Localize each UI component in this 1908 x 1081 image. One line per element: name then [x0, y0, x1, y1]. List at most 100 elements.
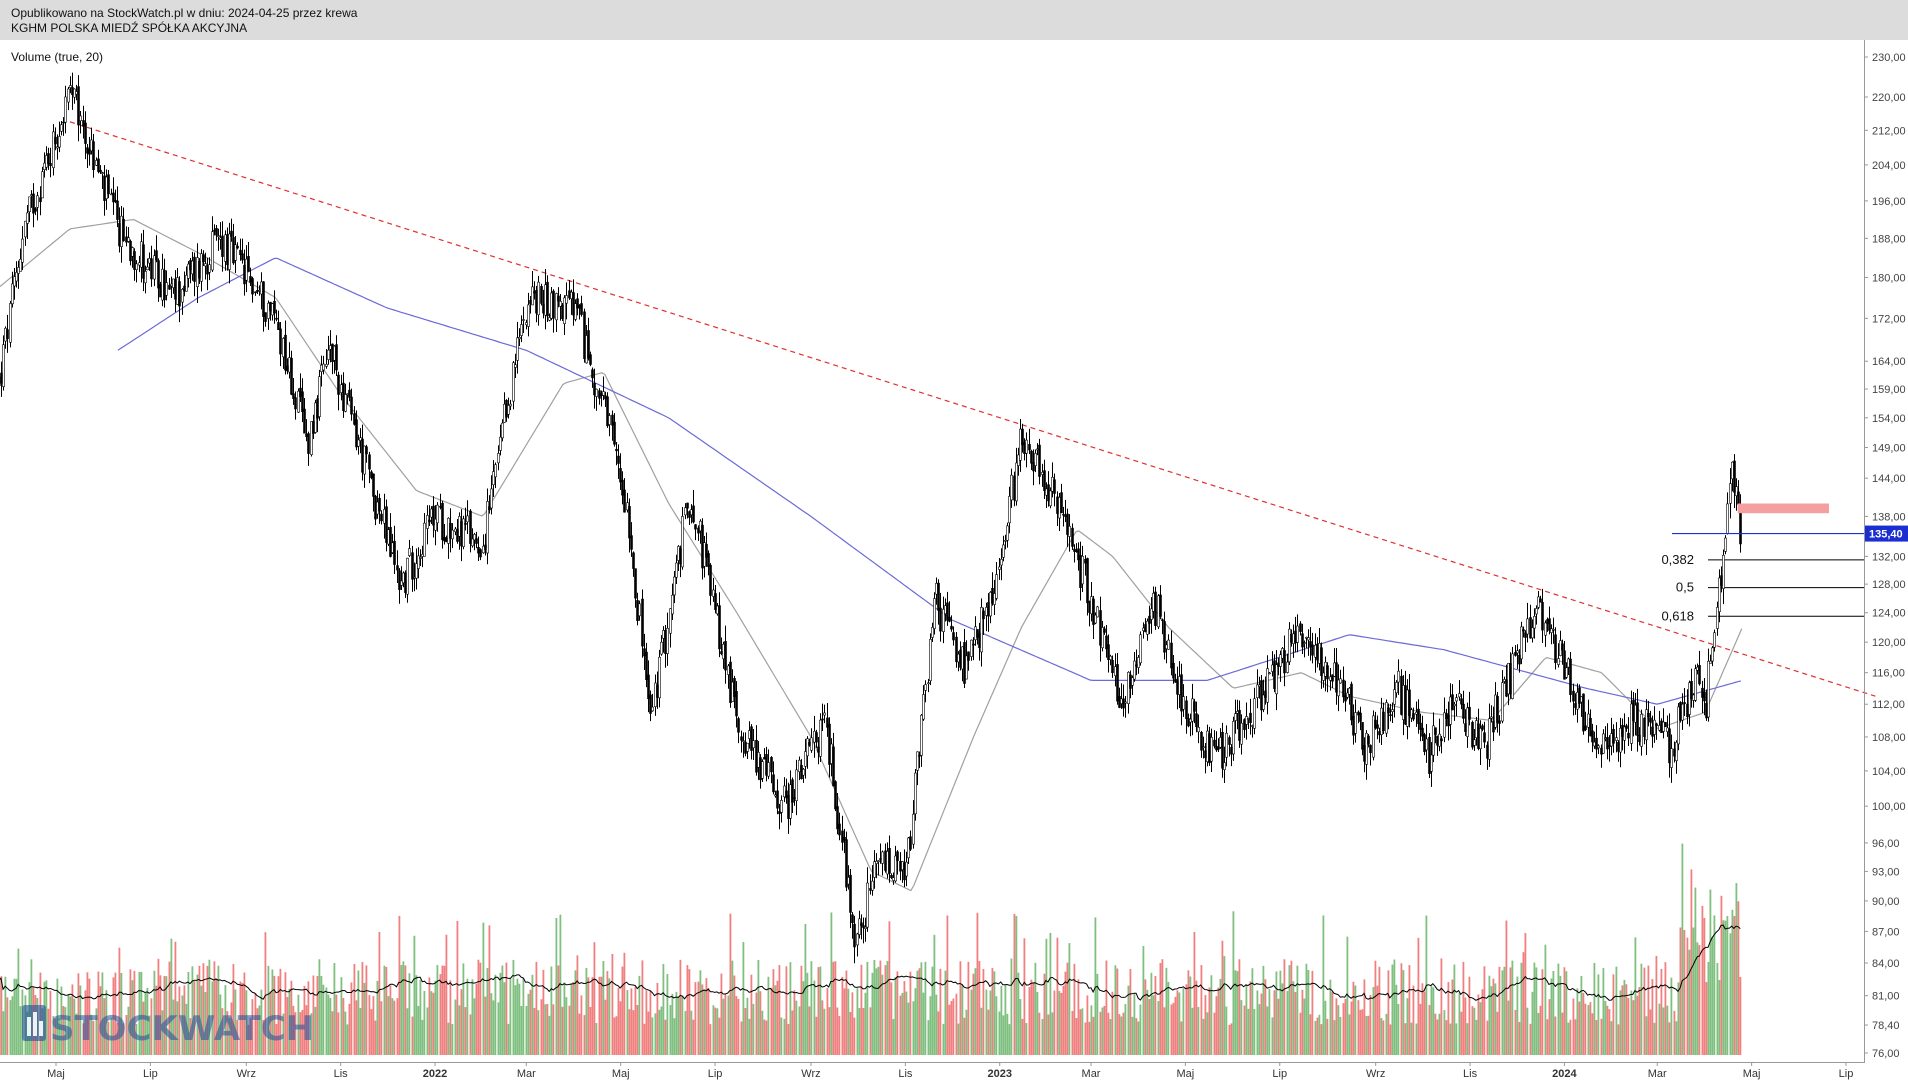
candle-body [1326, 665, 1329, 680]
candle-body [1533, 616, 1536, 629]
volume-bar [1320, 1024, 1323, 1055]
candle-body [1580, 696, 1583, 703]
volume-bar [873, 959, 876, 1055]
volume-bar [415, 975, 418, 1055]
volume-bar [344, 1011, 347, 1055]
company-name: KGHM POLSKA MIEDŹ SPÓŁKA AKCYJNA [11, 21, 248, 35]
volume-bar [948, 1004, 951, 1055]
candle-body [617, 455, 620, 464]
volume-bar [912, 1001, 915, 1055]
candle-body [752, 740, 755, 749]
candle-body [595, 388, 598, 397]
candle-body [862, 925, 865, 928]
volume-bar [1634, 937, 1637, 1055]
candle-body [1333, 662, 1336, 677]
volume-bar [810, 961, 813, 1055]
short-ma-path [0, 218, 1743, 892]
candle-body [1202, 746, 1205, 748]
candle-body [1382, 711, 1385, 732]
volume-bar [1623, 979, 1626, 1055]
candle-body [894, 855, 897, 882]
volume-bar [275, 1024, 278, 1055]
candle-body [1002, 544, 1005, 558]
volume-bar [1028, 987, 1031, 1055]
volume-bar [1296, 965, 1299, 1055]
y-tick-label: 180,00 [1872, 272, 1906, 284]
volume-bar [310, 1013, 313, 1055]
volume-bar [1438, 1013, 1441, 1055]
y-tick-label: 108,00 [1872, 732, 1906, 744]
volume-bar [998, 1011, 1001, 1055]
volume-bar [13, 978, 16, 1055]
candle-body [1137, 657, 1140, 668]
volume-bar [125, 1014, 128, 1055]
volume-bar [675, 991, 678, 1055]
volume-bar [110, 1018, 113, 1055]
candle-body [1367, 735, 1370, 745]
candle-body [90, 139, 93, 152]
candle-body [742, 740, 745, 742]
volume-bar [935, 994, 938, 1055]
volume-bar [638, 975, 641, 1055]
x-tick-label: Mar [517, 1068, 536, 1080]
volume-bar [1131, 1016, 1134, 1055]
volume-bar [335, 994, 338, 1055]
volume-bar [1694, 887, 1697, 1055]
candle-body [666, 627, 669, 654]
volume-bar [454, 999, 457, 1055]
candle-body [1552, 629, 1555, 631]
volume-bar [1658, 1003, 1661, 1055]
volume-bar [899, 995, 902, 1055]
candle-body [952, 632, 955, 641]
volume-bar [150, 998, 153, 1055]
candle-body [1640, 713, 1643, 747]
candle-body [1677, 706, 1680, 745]
candle-body [1208, 733, 1211, 764]
volume-bar [376, 980, 379, 1055]
volume-bar [1311, 970, 1314, 1055]
candle-body [9, 303, 12, 343]
y-tick-label: 78,40 [1872, 1020, 1900, 1032]
volume-bar [1574, 1019, 1577, 1055]
volume-bar [1584, 1003, 1587, 1055]
volume-bar [127, 1006, 130, 1055]
volume-bar [1589, 1002, 1592, 1055]
volume-bar [1240, 1000, 1243, 1055]
volume-bar [690, 1010, 693, 1055]
volume-bar [1187, 970, 1190, 1055]
candle-body [224, 234, 227, 262]
volume-bar [1154, 976, 1157, 1055]
volume-bar [131, 980, 134, 1055]
candle-body [1165, 644, 1168, 650]
candle-body [125, 236, 128, 243]
candle-body [995, 574, 998, 599]
volume-bar [1335, 998, 1338, 1055]
x-tick-label: Lis [898, 1068, 913, 1080]
candle-body [922, 694, 925, 720]
volume-bar [1161, 959, 1164, 1055]
volume-bar [763, 1019, 766, 1055]
volume-bar [1004, 984, 1007, 1055]
volume-bar [1391, 964, 1394, 1055]
volume-bar [1010, 958, 1013, 1055]
volume-bar [213, 961, 216, 1055]
candle-body [110, 193, 113, 196]
candle-body [473, 534, 476, 541]
candle-body [1096, 606, 1099, 618]
volume-bar [752, 1003, 755, 1055]
volume-bar [299, 1012, 302, 1055]
candle-body [92, 141, 95, 171]
volume-bar [1111, 991, 1114, 1055]
candle-body [1352, 715, 1355, 736]
candle-body [1256, 684, 1259, 699]
candle-body [1518, 654, 1521, 665]
volume-bar [623, 952, 626, 1055]
candle-body [368, 454, 371, 470]
volume-bar [1369, 995, 1372, 1055]
volume-bar [595, 1023, 598, 1055]
volume-bar [905, 991, 908, 1055]
volume-bar [1204, 995, 1207, 1055]
volume-bar [963, 1017, 966, 1055]
volume-bar [359, 1007, 362, 1055]
